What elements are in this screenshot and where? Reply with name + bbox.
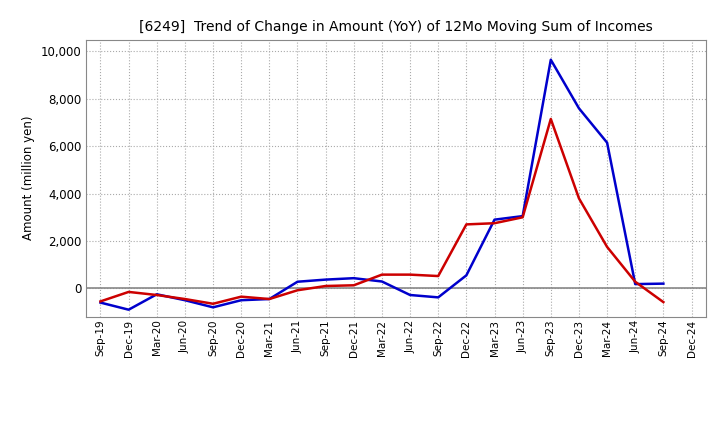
Ordinary Income — [377, 279, 386, 284]
Line: Ordinary Income: Ordinary Income — [101, 60, 663, 310]
Ordinary Income — [434, 295, 443, 300]
Ordinary Income — [209, 304, 217, 310]
Net Income — [490, 220, 499, 226]
Ordinary Income — [490, 217, 499, 222]
Net Income — [265, 297, 274, 302]
Net Income — [181, 297, 189, 302]
Y-axis label: Amount (million yen): Amount (million yen) — [22, 116, 35, 240]
Net Income — [575, 196, 583, 201]
Ordinary Income — [575, 106, 583, 111]
Net Income — [631, 279, 639, 284]
Net Income — [209, 301, 217, 306]
Net Income — [546, 116, 555, 121]
Net Income — [293, 288, 302, 293]
Ordinary Income — [603, 140, 611, 145]
Line: Net Income: Net Income — [101, 119, 663, 304]
Ordinary Income — [153, 292, 161, 297]
Ordinary Income — [321, 277, 330, 282]
Ordinary Income — [293, 279, 302, 284]
Net Income — [321, 283, 330, 289]
Ordinary Income — [518, 213, 527, 219]
Ordinary Income — [125, 307, 133, 312]
Net Income — [153, 292, 161, 297]
Net Income — [434, 273, 443, 279]
Ordinary Income — [265, 297, 274, 302]
Ordinary Income — [462, 273, 471, 278]
Net Income — [406, 272, 415, 277]
Net Income — [518, 215, 527, 220]
Ordinary Income — [631, 282, 639, 287]
Net Income — [349, 282, 358, 288]
Ordinary Income — [237, 297, 246, 303]
Net Income — [237, 294, 246, 299]
Ordinary Income — [406, 292, 415, 297]
Ordinary Income — [546, 57, 555, 62]
Net Income — [96, 299, 105, 304]
Net Income — [659, 300, 667, 305]
Ordinary Income — [181, 297, 189, 303]
Ordinary Income — [659, 281, 667, 286]
Ordinary Income — [96, 300, 105, 305]
Title: [6249]  Trend of Change in Amount (YoY) of 12Mo Moving Sum of Incomes: [6249] Trend of Change in Amount (YoY) o… — [139, 20, 653, 34]
Net Income — [125, 289, 133, 294]
Net Income — [377, 272, 386, 277]
Net Income — [603, 244, 611, 249]
Net Income — [462, 222, 471, 227]
Ordinary Income — [349, 275, 358, 281]
